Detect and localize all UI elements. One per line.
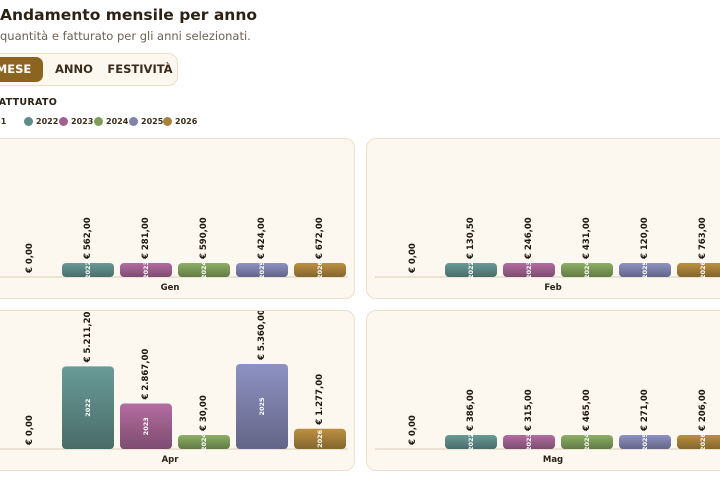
legend-dot <box>24 117 33 126</box>
bar-year-label: 2022 <box>84 261 92 279</box>
month-card-gen: € 0,00 2022 € 562,00 2023 € 281,00 2024 € 590,… <box>0 138 355 299</box>
bar-value-label: € 281,00 <box>141 217 151 260</box>
bar-year-label: 2024 <box>583 260 591 279</box>
bar-value-label: € 0,00 <box>408 415 418 446</box>
legend-dot <box>163 117 172 126</box>
bar-mag-2026[interactable] <box>677 435 720 449</box>
chart-feb: € 0,00 2022€ 130,50 2023€ 246,00 2024€ 431,… <box>375 217 720 293</box>
bar-year-label: 2025 <box>258 397 266 416</box>
bar-value-label: € 0,00 <box>25 415 35 446</box>
bar-year-label: 2023 <box>142 261 150 279</box>
bar-year-label: 2023 <box>142 417 150 435</box>
bar-year-label: 2026 <box>699 260 707 279</box>
month-card-mag: € 0,00 2022 € 386,00 2023 € 315,00 2024 € 465,… <box>366 310 720 471</box>
legend-label: 2025 <box>141 117 164 126</box>
section-label: FATTURATO <box>0 97 58 108</box>
month-label: Apr <box>162 455 180 465</box>
bar-year-label: 2023 <box>525 261 533 279</box>
bar-value-label: € 590,00 <box>199 217 209 260</box>
legend-label: 2022 <box>36 117 59 126</box>
bar-value-label: € 5.360,00 <box>257 311 267 361</box>
bar-apr-2024[interactable] <box>178 435 230 449</box>
bar-apr-2023[interactable] <box>120 403 172 449</box>
bar-year-label: 2023 <box>525 433 533 451</box>
month-card-apr: € 0,00 2022 € 5.211,20 2023 € 2.867,00 2024 € … <box>0 310 355 471</box>
bar-year-label: 2022 <box>467 261 475 279</box>
bar-value-label: € 315,00 <box>524 389 534 432</box>
bar-apr-2022[interactable] <box>62 366 114 449</box>
bar-value-label: € 0,00 <box>408 243 418 274</box>
bar-year-label: 2025 <box>258 260 266 279</box>
legend-dot <box>129 117 138 126</box>
legend-label: 2024 <box>106 117 129 126</box>
chart-mag: € 0,00 2022€ 386,00 2023€ 315,00 2024€ 465,… <box>375 389 720 465</box>
bar-mag-2025[interactable] <box>619 435 671 449</box>
bar-value-label: € 2.867,00 <box>141 349 151 401</box>
month-label: Feb <box>544 283 561 293</box>
bar-feb-2024[interactable] <box>561 263 613 277</box>
bar-feb-2025[interactable] <box>619 263 671 277</box>
bar-gen-2023[interactable] <box>120 263 172 277</box>
bar-value-label: € 465,00 <box>582 389 592 432</box>
bar-apr-2026[interactable] <box>294 428 346 449</box>
bar-year-label: 2026 <box>699 432 707 451</box>
bar-year-label: 2026 <box>316 260 324 279</box>
bar-gen-2026[interactable] <box>294 263 346 277</box>
bar-mag-2022[interactable] <box>445 435 497 449</box>
bar-value-label: € 271,00 <box>640 389 650 432</box>
bar-value-label: € 5.211,20 <box>83 311 93 363</box>
bar-value-label: € 30,00 <box>199 395 209 432</box>
tab-mese[interactable]: MESE <box>0 57 43 82</box>
legend-label: 2026 <box>175 117 198 126</box>
page-title: Andamento mensile per anno <box>0 6 258 24</box>
bar-year-label: 2025 <box>641 432 649 451</box>
bar-value-label: € 206,00 <box>698 389 708 432</box>
chart-gen: € 0,00 2022€ 562,00 2023€ 281,00 2024€ 590,… <box>0 217 348 293</box>
month-card-feb: € 0,00 2022 € 130,50 2023 € 246,00 2024 € 431,… <box>366 138 720 299</box>
month-label: Mag <box>543 455 563 465</box>
bar-mag-2024[interactable] <box>561 435 613 449</box>
bar-gen-2024[interactable] <box>178 263 230 277</box>
view-tabs: MESE ANNO FESTIVITÀ <box>0 53 178 86</box>
bar-year-label: 2022 <box>84 399 92 417</box>
bar-value-label: € 130,50 <box>466 217 476 260</box>
bar-value-label: € 1.277,00 <box>315 374 325 426</box>
bar-year-label: 2024 <box>583 432 591 451</box>
bar-value-label: € 120,00 <box>640 217 650 260</box>
tab-festivita[interactable]: FESTIVITÀ <box>107 62 173 76</box>
month-label: Gen <box>161 283 180 293</box>
bar-apr-2025[interactable] <box>236 364 288 449</box>
bar-value-label: € 763,00 <box>698 217 708 260</box>
legend-dot <box>59 117 68 126</box>
bar-year-label: 2026 <box>316 429 324 448</box>
bar-year-label: 2022 <box>467 433 475 451</box>
bar-year-label: 2024 <box>200 432 208 451</box>
bar-value-label: € 562,00 <box>83 217 93 260</box>
bar-mag-2023[interactable] <box>503 435 555 449</box>
bar-value-label: € 246,00 <box>524 217 534 260</box>
bar-year-label: 2025 <box>641 260 649 279</box>
bar-value-label: € 431,00 <box>582 217 592 260</box>
bar-value-label: € 672,00 <box>315 217 325 260</box>
legend-label: 2023 <box>71 117 94 126</box>
legend-label: 2021 <box>0 117 7 126</box>
tab-anno[interactable]: ANNO <box>55 62 93 76</box>
bar-year-label: 2024 <box>200 260 208 279</box>
bar-gen-2022[interactable] <box>62 263 114 277</box>
legend-dot <box>94 117 103 126</box>
bar-value-label: € 424,00 <box>257 217 267 260</box>
bar-value-label: € 0,00 <box>25 243 35 274</box>
bar-feb-2022[interactable] <box>445 263 497 277</box>
page-subtitle: quantità e fatturato per gli anni selezi… <box>0 29 251 43</box>
bar-value-label: € 386,00 <box>466 389 476 432</box>
bar-feb-2023[interactable] <box>503 263 555 277</box>
bar-feb-2026[interactable] <box>677 263 720 277</box>
bar-gen-2025[interactable] <box>236 263 288 277</box>
